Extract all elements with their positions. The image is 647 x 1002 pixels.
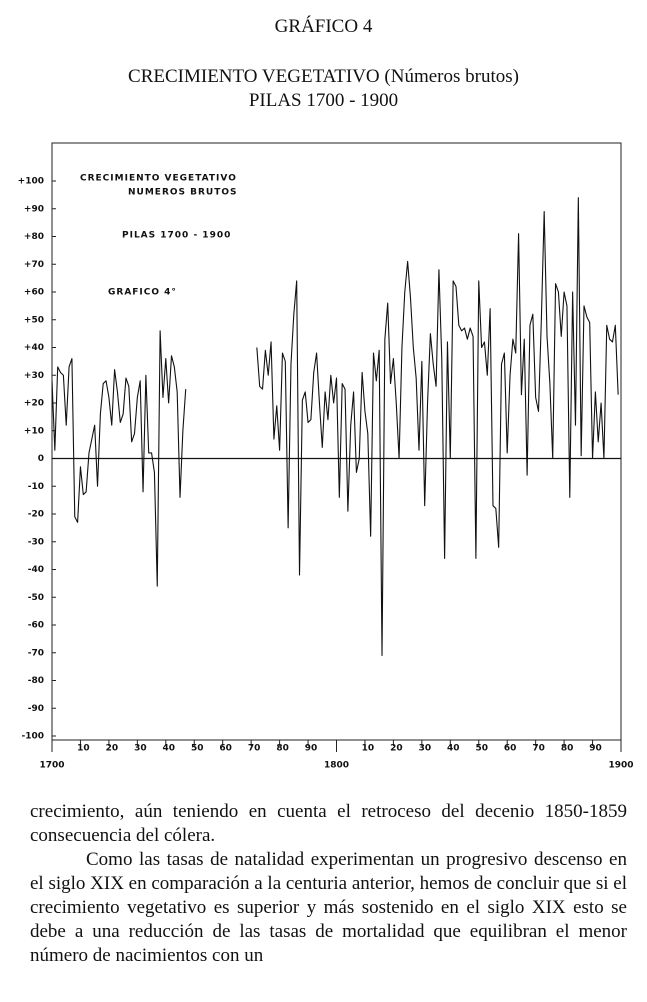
paragraph: crecimiento, aún teniendo en cuenta el r… (30, 801, 627, 846)
y-tick-label: -70 (28, 648, 44, 658)
x-tick-label: 20 (106, 744, 119, 754)
y-tick-label: +40 (24, 343, 44, 353)
x-tick-label: 90 (305, 744, 318, 754)
y-tick-label: +90 (24, 204, 44, 214)
chart-annotation: CRECIMIENTO VEGETATIVO (80, 174, 237, 184)
y-tick-label: -100 (21, 732, 44, 742)
x-tick-label: 40 (447, 744, 460, 754)
y-tick-label: +70 (24, 260, 44, 270)
x-tick-label: 1700 (39, 761, 64, 771)
x-tick-label: 50 (475, 744, 488, 754)
y-tick-label: +50 (24, 315, 44, 325)
chart-annotation: PILAS 1700 - 1900 (122, 231, 231, 241)
data-line (51, 330, 187, 587)
x-tick-label: 80 (276, 744, 289, 754)
x-tick-label: 40 (163, 744, 176, 754)
chart-annotation: GRAFICO 4° (108, 288, 177, 298)
y-tick-label: +10 (24, 426, 44, 436)
body-text: crecimiento, aún teniendo en cuenta el r… (30, 800, 627, 968)
x-tick-label: 90 (589, 744, 602, 754)
x-tick-label: 80 (561, 744, 574, 754)
y-tick-label: -40 (28, 565, 44, 575)
y-tick-label: -30 (28, 537, 44, 547)
figure-title: CRECIMIENTO VEGETATIVO (Números brutos) (128, 66, 519, 87)
y-tick-label: +100 (18, 177, 44, 187)
y-tick-label: 0 (38, 454, 44, 464)
y-tick-label: -90 (28, 704, 44, 714)
y-tick-label: -60 (28, 621, 44, 631)
data-line (256, 197, 619, 657)
x-tick-label: 20 (390, 744, 403, 754)
chart: +100+90+80+70+60+50+40+30+20+100-10-20-3… (18, 142, 634, 771)
chart-annotation: NUMEROS BRUTOS (128, 188, 238, 198)
y-tick-label: -50 (28, 593, 44, 603)
y-tick-label: +20 (24, 399, 44, 409)
x-tick-label: 70 (532, 744, 545, 754)
y-tick-label: -10 (28, 482, 44, 492)
x-tick-label: 30 (419, 744, 432, 754)
paragraph: Como las tasas de natalidad experimentan… (30, 849, 627, 966)
y-tick-label: +60 (24, 288, 44, 298)
x-tick-label: 10 (77, 744, 90, 754)
figure-label: GRÁFICO 4 (274, 16, 373, 37)
x-tick-label: 70 (248, 744, 261, 754)
y-tick-label: +30 (24, 371, 44, 381)
x-tick-label: 30 (134, 744, 147, 754)
x-tick-label: 1900 (608, 761, 633, 771)
y-tick-label: +80 (24, 232, 44, 242)
x-tick-label: 1800 (324, 761, 349, 771)
x-tick-label: 50 (191, 744, 204, 754)
y-tick-label: -80 (28, 676, 44, 686)
x-tick-label: 10 (362, 744, 375, 754)
x-tick-label: 60 (219, 744, 232, 754)
figure-subtitle: PILAS 1700 - 1900 (248, 90, 399, 111)
x-tick-label: 60 (504, 744, 517, 754)
y-tick-label: -20 (28, 510, 44, 520)
